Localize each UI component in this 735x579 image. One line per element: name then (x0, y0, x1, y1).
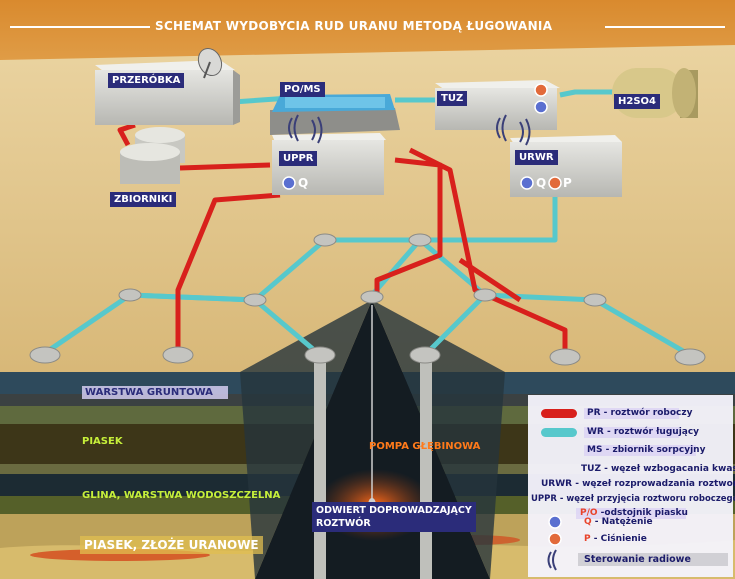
legend-urwr-text: - węzeł rozprowadzania roztworu (572, 479, 735, 489)
uppr-building (272, 133, 386, 195)
legend-p: P - Ciśnienie (584, 534, 647, 544)
legend-q-text: - Natężenie (591, 517, 653, 527)
legend-pr-text: - roztwór roboczy (600, 408, 693, 418)
legend-band-radio (578, 553, 728, 566)
legend-urwr-abbr: URWR (541, 479, 573, 489)
legend-panel (528, 395, 733, 577)
legend-ms-abbr: MS (587, 445, 603, 455)
layer-gruntowa-label: WARSTWA GRUNTOWA (82, 386, 228, 399)
legend-tuz-text: - węzeł wzbogacania kwasem (604, 464, 735, 474)
legend-po: P/O -odstojnik piasku (580, 508, 688, 518)
legend-po-abbr: P/O (580, 508, 598, 518)
layer-zloze-label: PIASEK, ZŁOŻE URANOWE (80, 536, 263, 554)
legend-ms-text: - zbiornik sorpcyjny (602, 445, 706, 455)
zbiorniki-label: ZBIORNIKI (110, 192, 177, 207)
legend-pr-abbr: PR (587, 408, 601, 418)
legend-uppr-text: - węzeł przyjęcia roztworu roboczego (556, 494, 735, 504)
legend-p-text: - Ciśnienie (590, 534, 647, 544)
legend-po-text: -odstojnik piasku (597, 508, 688, 518)
legend-wr: WR - roztwór ługujący (587, 427, 699, 437)
legend-p-abbr: P (584, 534, 591, 544)
urwr-label: URWR (515, 150, 558, 165)
pr-pipe-network (117, 122, 568, 355)
legend-q: Q - Natężenie (584, 517, 653, 527)
pompa-label: POMPA GŁĘBINOWA (369, 441, 481, 452)
tuz-label: TUZ (437, 91, 468, 106)
legend-pr: PR - roztwór roboczy (587, 408, 692, 418)
legend-tuz-abbr: TUZ (581, 464, 601, 474)
legend-wr-abbr: WR (587, 427, 604, 437)
legend-band-ms (584, 445, 696, 456)
legend-q-abbr: Q (584, 517, 592, 527)
odwiert-label-line1: ODWIERT DOPROWADZAJĄCY (316, 505, 472, 516)
pipe-junctions (29, 233, 706, 366)
legend-wr-text: - roztwór ługujący (603, 427, 700, 437)
satellite-dish-icon (197, 47, 223, 79)
uppr-label: UPPR (279, 151, 318, 166)
legend-band-wr (584, 427, 679, 438)
gauge-icons (282, 83, 562, 190)
diagram-title: SCHEMAT WYDOBYCIA RUD URANU METODĄ ŁUGOW… (155, 19, 553, 33)
legend-uppr: UPPR - węzeł przyjęcia roztworu roboczeg… (531, 494, 735, 504)
well-left (314, 353, 326, 579)
layer-glina-label: GLINA, WARSTWA WODOSZCZELNA (82, 490, 281, 501)
storage-tanks (120, 127, 185, 184)
legend-radio: Sterowanie radiowe (584, 554, 691, 565)
legend-ms: MS - zbiornik sorpcyjny (587, 445, 705, 455)
legend-tuz: TUZ - węzeł wzbogacania kwasem (581, 464, 735, 474)
urwr-q-label: Q (536, 176, 547, 190)
odwiert-label-line2: ROZTWÓR (316, 518, 371, 529)
uppr-q-label: Q (298, 176, 309, 190)
legend-urwr: URWR - węzeł rozprowadzania roztworu (541, 479, 735, 489)
h2so4-tank (612, 68, 698, 118)
h2so4-label: H2SO4 (614, 94, 660, 109)
odwiert-label: ODWIERT DOPROWADZAJĄCY ROZTWÓR (312, 502, 476, 532)
poms-tank (270, 94, 400, 135)
legend-uppr-abbr: UPPR (531, 494, 557, 504)
well-right (420, 353, 432, 579)
legend-band-pr (584, 408, 679, 419)
layer-piasek-label: PIASEK (82, 436, 123, 447)
poms-label: PO/MS (280, 82, 325, 97)
urwr-p-label: P (563, 176, 572, 190)
legend-band-po (576, 508, 686, 519)
radio-wave-icons (288, 114, 531, 146)
przerobka-label: PRZERÓBKA (108, 73, 185, 88)
